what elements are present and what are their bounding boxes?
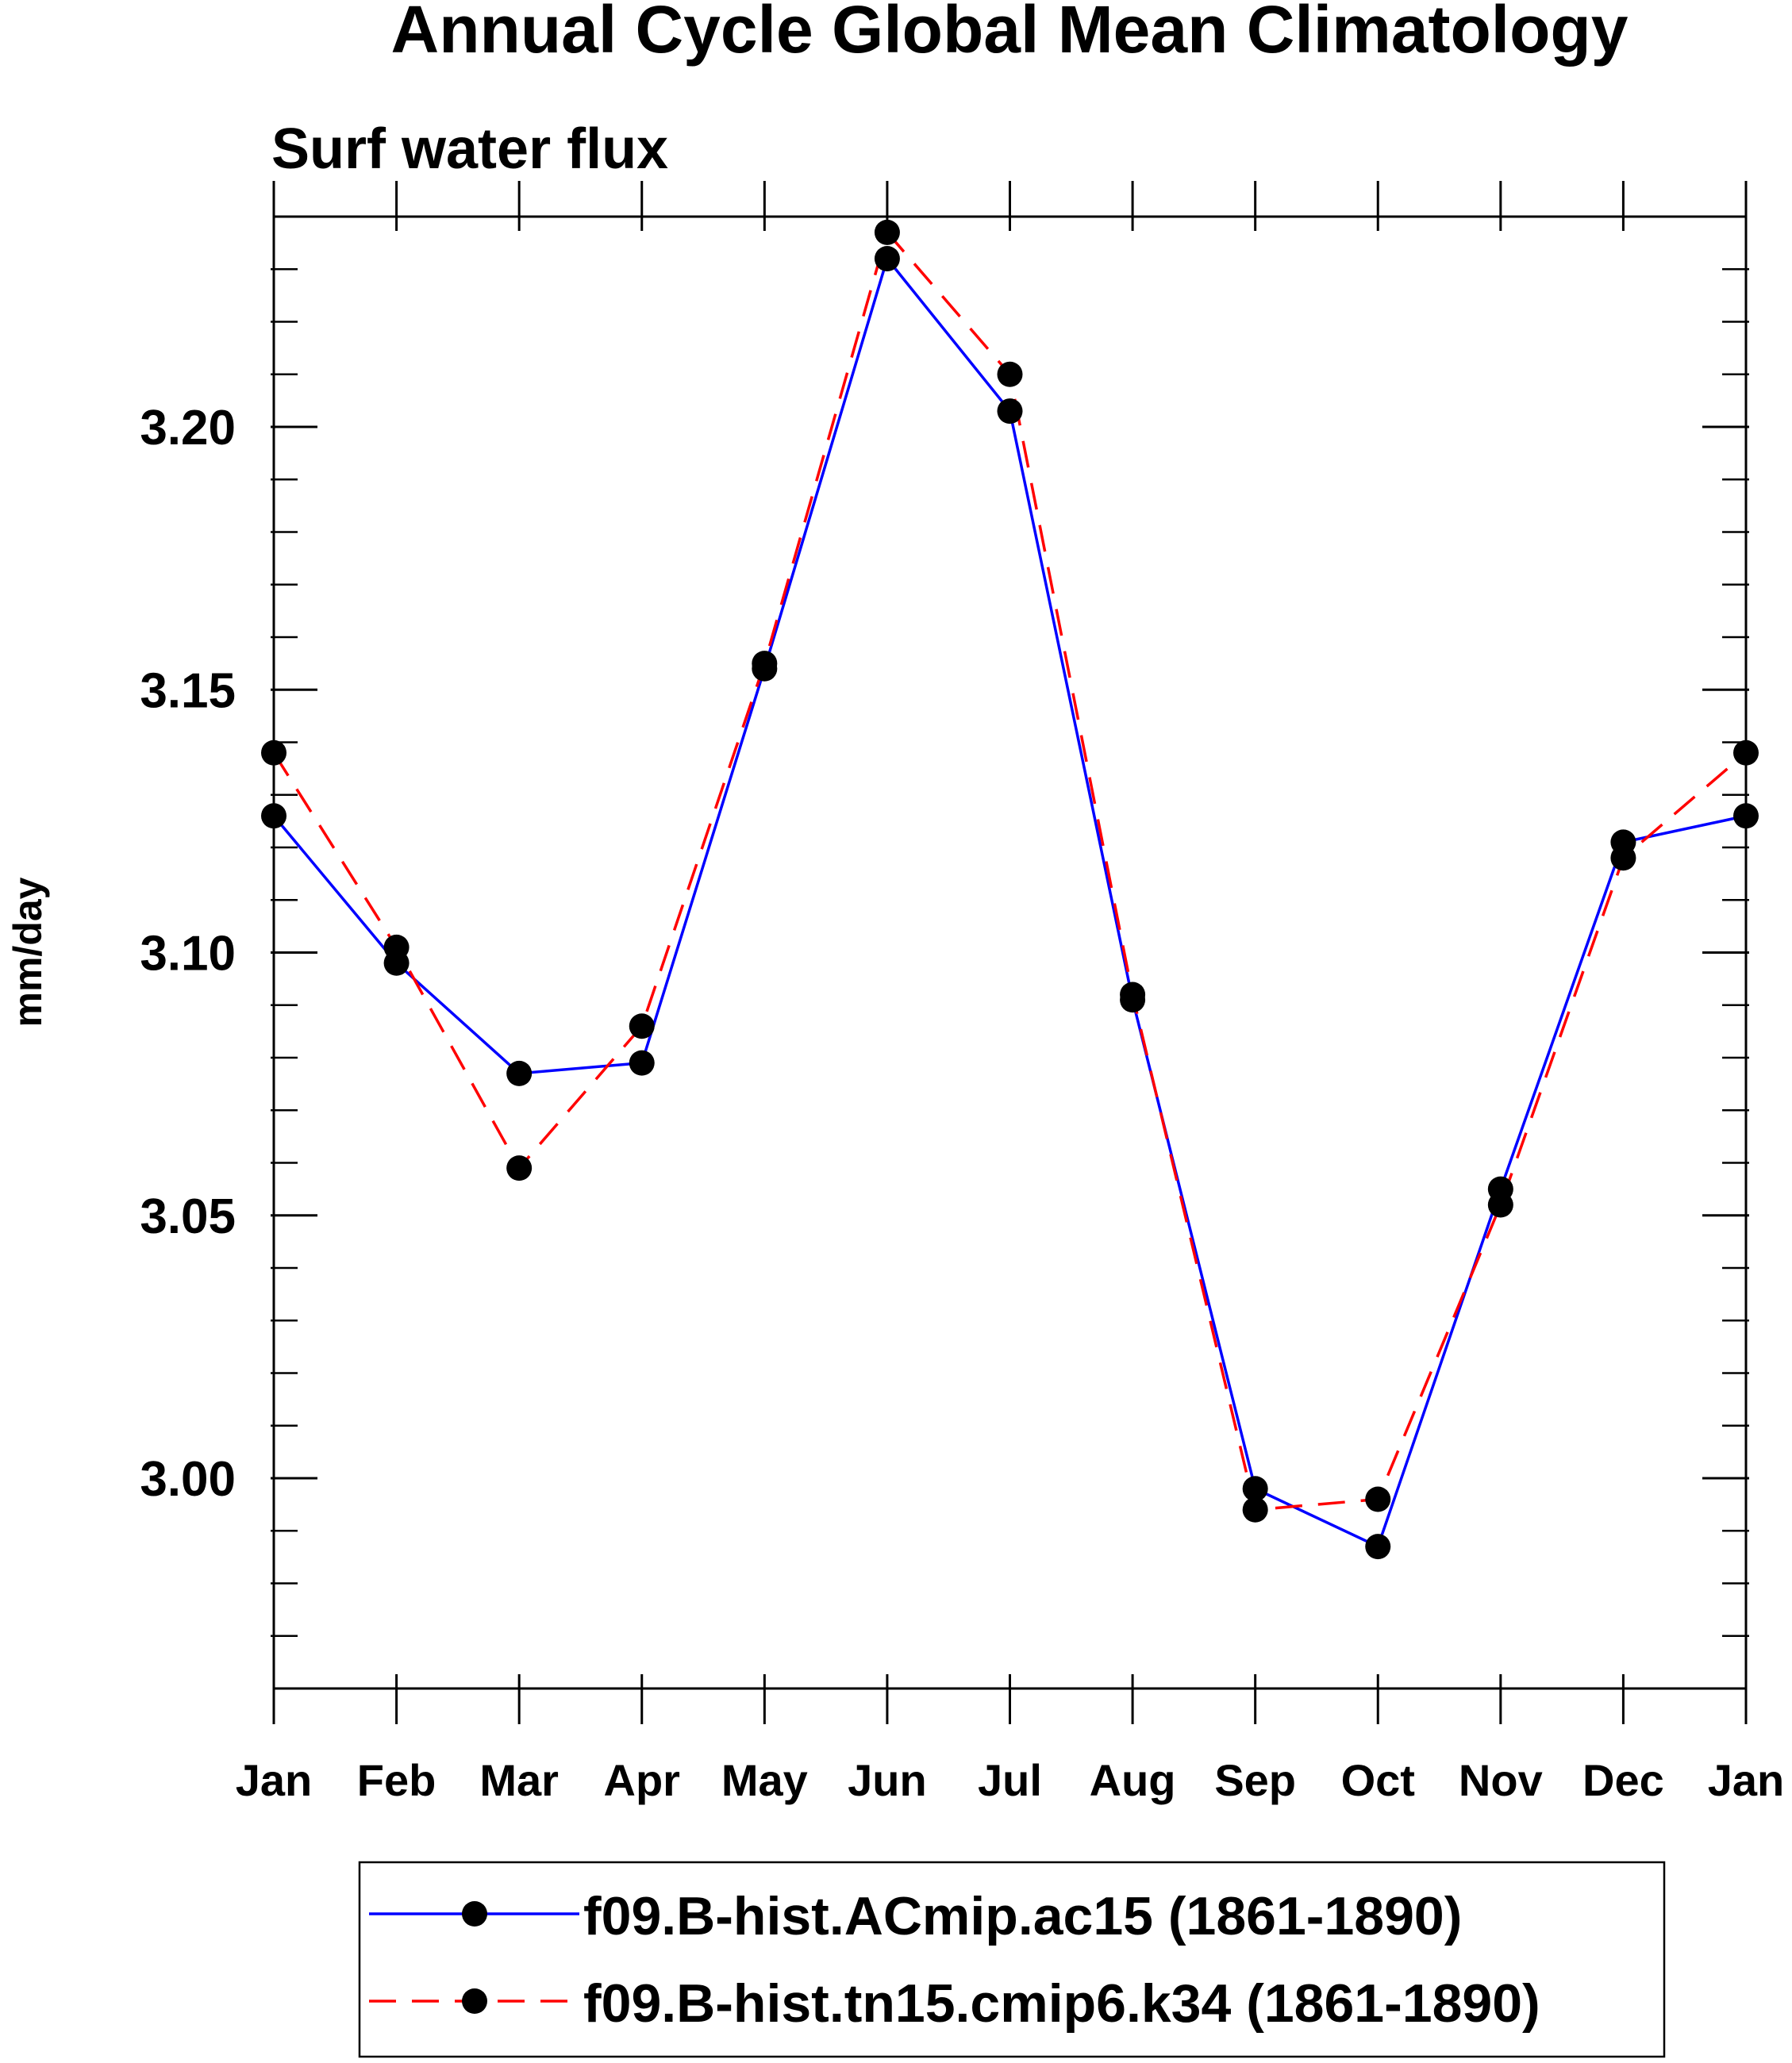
data-point-series-1	[629, 1050, 655, 1076]
data-point-series-2	[629, 1013, 655, 1039]
series-line-2	[272, 229, 1748, 1512]
y-tick-label: 3.15	[140, 663, 236, 718]
data-point-series-2	[506, 1155, 533, 1181]
x-tick-label: Apr	[604, 1755, 680, 1805]
legend: f09.B-hist.ACmip.ac15 (1861-1890) f09.B-h…	[358, 1861, 1666, 2058]
data-point-series-1	[997, 398, 1023, 425]
legend-box	[358, 1861, 1666, 2058]
plot-frame	[272, 215, 1748, 1690]
data-point-series-2	[1365, 1486, 1391, 1512]
legend-marker-1	[462, 1901, 487, 1927]
x-tick-label: Jul	[978, 1755, 1042, 1805]
data-point-series-1	[1365, 1534, 1391, 1560]
data-point-series-1	[1242, 1476, 1268, 1502]
y-tick-label: 3.00	[140, 1452, 236, 1507]
x-tick-label: Aug	[1090, 1755, 1176, 1805]
chart-subtitle: Surf water flux	[271, 117, 668, 181]
data-point-series-1	[261, 803, 286, 829]
x-tick-label: Jan	[1708, 1755, 1785, 1805]
data-point-series-1	[874, 246, 900, 271]
y-tick-label: 3.05	[140, 1189, 236, 1244]
x-tick-label: Oct	[1341, 1755, 1415, 1805]
x-tick-label: Feb	[357, 1755, 436, 1805]
y-tick-label: 3.20	[140, 401, 236, 455]
x-tick-label: Jan	[236, 1755, 313, 1805]
x-tick-label: Sep	[1214, 1755, 1296, 1805]
legend-label-2: f09.B-hist.tn15.cmip6.k34 (1861-1890)	[583, 1973, 1540, 2034]
legend-marker-2	[462, 1988, 487, 2014]
x-tick-label: May	[721, 1755, 808, 1805]
data-point-series-1	[1733, 803, 1759, 829]
x-tick-label: Dec	[1582, 1755, 1664, 1805]
data-point-series-2	[874, 219, 900, 245]
x-tick-label: Mar	[479, 1755, 559, 1805]
data-point-series-2	[1120, 982, 1146, 1008]
data-point-series-1	[506, 1060, 533, 1086]
data-point-series-2	[1487, 1192, 1513, 1218]
data-point-series-2	[997, 361, 1023, 387]
x-tick-label: Nov	[1459, 1755, 1543, 1805]
data-point-series-2	[1610, 845, 1636, 871]
plot-area: Jan Feb Mar Apr May Jun Jul Aug Sep Oct Nov Dec Jan 3…	[140, 181, 1784, 1805]
y-tick-label: 3.10	[140, 927, 236, 982]
x-tick-label: Jun	[848, 1755, 927, 1805]
y-axis-label: mm/day	[6, 877, 50, 1027]
data-point-series-2	[1242, 1496, 1268, 1523]
data-point-series-2	[261, 740, 286, 766]
legend-label-1: f09.B-hist.ACmip.ac15 (1861-1890)	[583, 1886, 1462, 1946]
data-point-series-2	[752, 651, 778, 677]
chart-title: Annual Cycle Global Mean Climatology	[391, 0, 1629, 67]
data-point-series-2	[383, 934, 410, 960]
series-line-1	[272, 255, 1747, 1549]
data-point-series-2	[1733, 740, 1759, 766]
